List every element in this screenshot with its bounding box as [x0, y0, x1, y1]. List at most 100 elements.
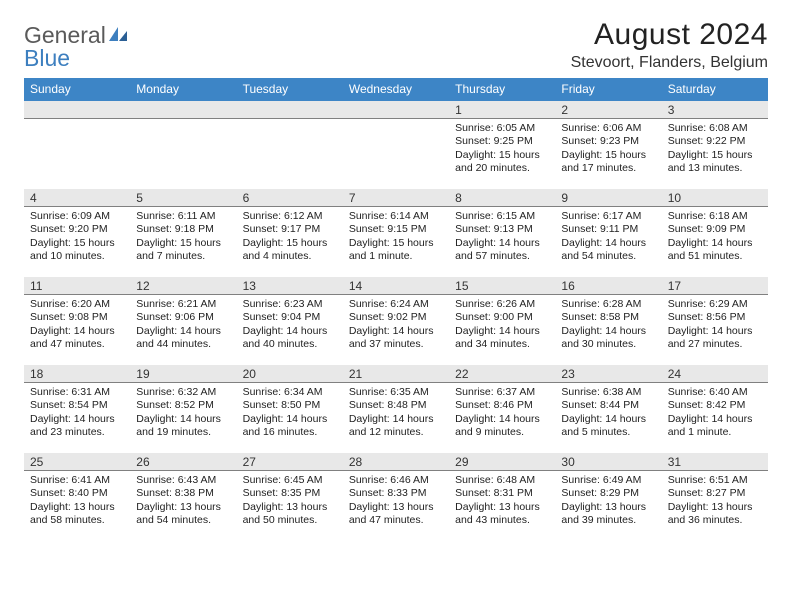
sunrise-text: Sunrise: 6:46 AM: [349, 474, 443, 487]
day-body: Sunrise: 6:32 AMSunset: 8:52 PMDaylight:…: [130, 383, 236, 444]
daylight-text-1: Daylight: 15 hours: [561, 149, 655, 162]
day-number: 30: [555, 453, 661, 471]
sunrise-text: Sunrise: 6:18 AM: [668, 210, 762, 223]
sunrise-text: Sunrise: 6:51 AM: [668, 474, 762, 487]
daylight-text-2: and 1 minute.: [668, 426, 762, 439]
daylight-text-1: Daylight: 15 hours: [136, 237, 230, 250]
day-cell: 15Sunrise: 6:26 AMSunset: 9:00 PMDayligh…: [449, 277, 555, 365]
sunset-text: Sunset: 8:42 PM: [668, 399, 762, 412]
day-cell: 17Sunrise: 6:29 AMSunset: 8:56 PMDayligh…: [662, 277, 768, 365]
day-cell: [130, 101, 236, 189]
sunset-text: Sunset: 8:27 PM: [668, 487, 762, 500]
day-body: Sunrise: 6:34 AMSunset: 8:50 PMDaylight:…: [237, 383, 343, 444]
sunrise-text: Sunrise: 6:29 AM: [668, 298, 762, 311]
day-number: 14: [343, 277, 449, 295]
sunset-text: Sunset: 9:23 PM: [561, 135, 655, 148]
sunrise-text: Sunrise: 6:41 AM: [30, 474, 124, 487]
sunrise-text: Sunrise: 6:12 AM: [243, 210, 337, 223]
daylight-text-2: and 47 minutes.: [30, 338, 124, 351]
daylight-text-2: and 4 minutes.: [243, 250, 337, 263]
day-number: [237, 101, 343, 119]
sunset-text: Sunset: 8:50 PM: [243, 399, 337, 412]
sunrise-text: Sunrise: 6:31 AM: [30, 386, 124, 399]
sunset-text: Sunset: 8:44 PM: [561, 399, 655, 412]
sunrise-text: Sunrise: 6:32 AM: [136, 386, 230, 399]
sunset-text: Sunset: 8:33 PM: [349, 487, 443, 500]
day-body: Sunrise: 6:17 AMSunset: 9:11 PMDaylight:…: [555, 207, 661, 268]
daylight-text-1: Daylight: 14 hours: [30, 325, 124, 338]
daylight-text-1: Daylight: 14 hours: [455, 413, 549, 426]
sunrise-text: Sunrise: 6:11 AM: [136, 210, 230, 223]
sunset-text: Sunset: 8:29 PM: [561, 487, 655, 500]
calendar-page: GeneralBlue August 2024 Stevoort, Flande…: [0, 0, 792, 553]
daylight-text-2: and 13 minutes.: [668, 162, 762, 175]
weeks-container: 1Sunrise: 6:05 AMSunset: 9:25 PMDaylight…: [24, 101, 768, 541]
sunset-text: Sunset: 8:31 PM: [455, 487, 549, 500]
daylight-text-1: Daylight: 13 hours: [349, 501, 443, 514]
day-number: 29: [449, 453, 555, 471]
sunrise-text: Sunrise: 6:08 AM: [668, 122, 762, 135]
day-cell: 7Sunrise: 6:14 AMSunset: 9:15 PMDaylight…: [343, 189, 449, 277]
daylight-text-1: Daylight: 15 hours: [349, 237, 443, 250]
sunrise-text: Sunrise: 6:20 AM: [30, 298, 124, 311]
daylight-text-1: Daylight: 14 hours: [349, 413, 443, 426]
daylight-text-1: Daylight: 14 hours: [561, 413, 655, 426]
daylight-text-2: and 39 minutes.: [561, 514, 655, 527]
day-number: 16: [555, 277, 661, 295]
day-cell: 14Sunrise: 6:24 AMSunset: 9:02 PMDayligh…: [343, 277, 449, 365]
day-number: 23: [555, 365, 661, 383]
day-body: Sunrise: 6:45 AMSunset: 8:35 PMDaylight:…: [237, 471, 343, 532]
day-number: [343, 101, 449, 119]
day-cell: [24, 101, 130, 189]
day-cell: 23Sunrise: 6:38 AMSunset: 8:44 PMDayligh…: [555, 365, 661, 453]
daylight-text-2: and 36 minutes.: [668, 514, 762, 527]
daylight-text-1: Daylight: 14 hours: [349, 325, 443, 338]
weekday-cell: Friday: [555, 78, 661, 101]
day-cell: [237, 101, 343, 189]
day-body: Sunrise: 6:05 AMSunset: 9:25 PMDaylight:…: [449, 119, 555, 180]
day-body: Sunrise: 6:11 AMSunset: 9:18 PMDaylight:…: [130, 207, 236, 268]
sunrise-text: Sunrise: 6:05 AM: [455, 122, 549, 135]
day-number: 31: [662, 453, 768, 471]
day-cell: 18Sunrise: 6:31 AMSunset: 8:54 PMDayligh…: [24, 365, 130, 453]
sunrise-text: Sunrise: 6:17 AM: [561, 210, 655, 223]
day-cell: 5Sunrise: 6:11 AMSunset: 9:18 PMDaylight…: [130, 189, 236, 277]
sunset-text: Sunset: 8:46 PM: [455, 399, 549, 412]
day-number: 21: [343, 365, 449, 383]
sunrise-text: Sunrise: 6:37 AM: [455, 386, 549, 399]
day-body: Sunrise: 6:23 AMSunset: 9:04 PMDaylight:…: [237, 295, 343, 356]
sunset-text: Sunset: 9:00 PM: [455, 311, 549, 324]
sunset-text: Sunset: 9:06 PM: [136, 311, 230, 324]
day-number: 11: [24, 277, 130, 295]
day-body: Sunrise: 6:15 AMSunset: 9:13 PMDaylight:…: [449, 207, 555, 268]
daylight-text-2: and 1 minute.: [349, 250, 443, 263]
daylight-text-1: Daylight: 13 hours: [136, 501, 230, 514]
day-number: 15: [449, 277, 555, 295]
day-body: Sunrise: 6:06 AMSunset: 9:23 PMDaylight:…: [555, 119, 661, 180]
daylight-text-1: Daylight: 13 hours: [455, 501, 549, 514]
sunrise-text: Sunrise: 6:24 AM: [349, 298, 443, 311]
day-body: Sunrise: 6:26 AMSunset: 9:00 PMDaylight:…: [449, 295, 555, 356]
day-body: Sunrise: 6:09 AMSunset: 9:20 PMDaylight:…: [24, 207, 130, 268]
day-cell: 4Sunrise: 6:09 AMSunset: 9:20 PMDaylight…: [24, 189, 130, 277]
day-body: Sunrise: 6:41 AMSunset: 8:40 PMDaylight:…: [24, 471, 130, 532]
daylight-text-1: Daylight: 14 hours: [561, 237, 655, 250]
daylight-text-2: and 54 minutes.: [136, 514, 230, 527]
week-row: 4Sunrise: 6:09 AMSunset: 9:20 PMDaylight…: [24, 189, 768, 277]
day-body: Sunrise: 6:51 AMSunset: 8:27 PMDaylight:…: [662, 471, 768, 532]
day-number: 9: [555, 189, 661, 207]
header: GeneralBlue August 2024 Stevoort, Flande…: [24, 18, 768, 72]
brand-logo: GeneralBlue: [24, 18, 129, 70]
day-body: Sunrise: 6:08 AMSunset: 9:22 PMDaylight:…: [662, 119, 768, 180]
daylight-text-1: Daylight: 14 hours: [243, 325, 337, 338]
day-cell: 16Sunrise: 6:28 AMSunset: 8:58 PMDayligh…: [555, 277, 661, 365]
day-number: 27: [237, 453, 343, 471]
day-body: Sunrise: 6:38 AMSunset: 8:44 PMDaylight:…: [555, 383, 661, 444]
sunset-text: Sunset: 9:22 PM: [668, 135, 762, 148]
day-body: [237, 119, 343, 126]
day-cell: 22Sunrise: 6:37 AMSunset: 8:46 PMDayligh…: [449, 365, 555, 453]
daylight-text-2: and 50 minutes.: [243, 514, 337, 527]
day-cell: 29Sunrise: 6:48 AMSunset: 8:31 PMDayligh…: [449, 453, 555, 541]
daylight-text-1: Daylight: 14 hours: [455, 237, 549, 250]
day-cell: 26Sunrise: 6:43 AMSunset: 8:38 PMDayligh…: [130, 453, 236, 541]
